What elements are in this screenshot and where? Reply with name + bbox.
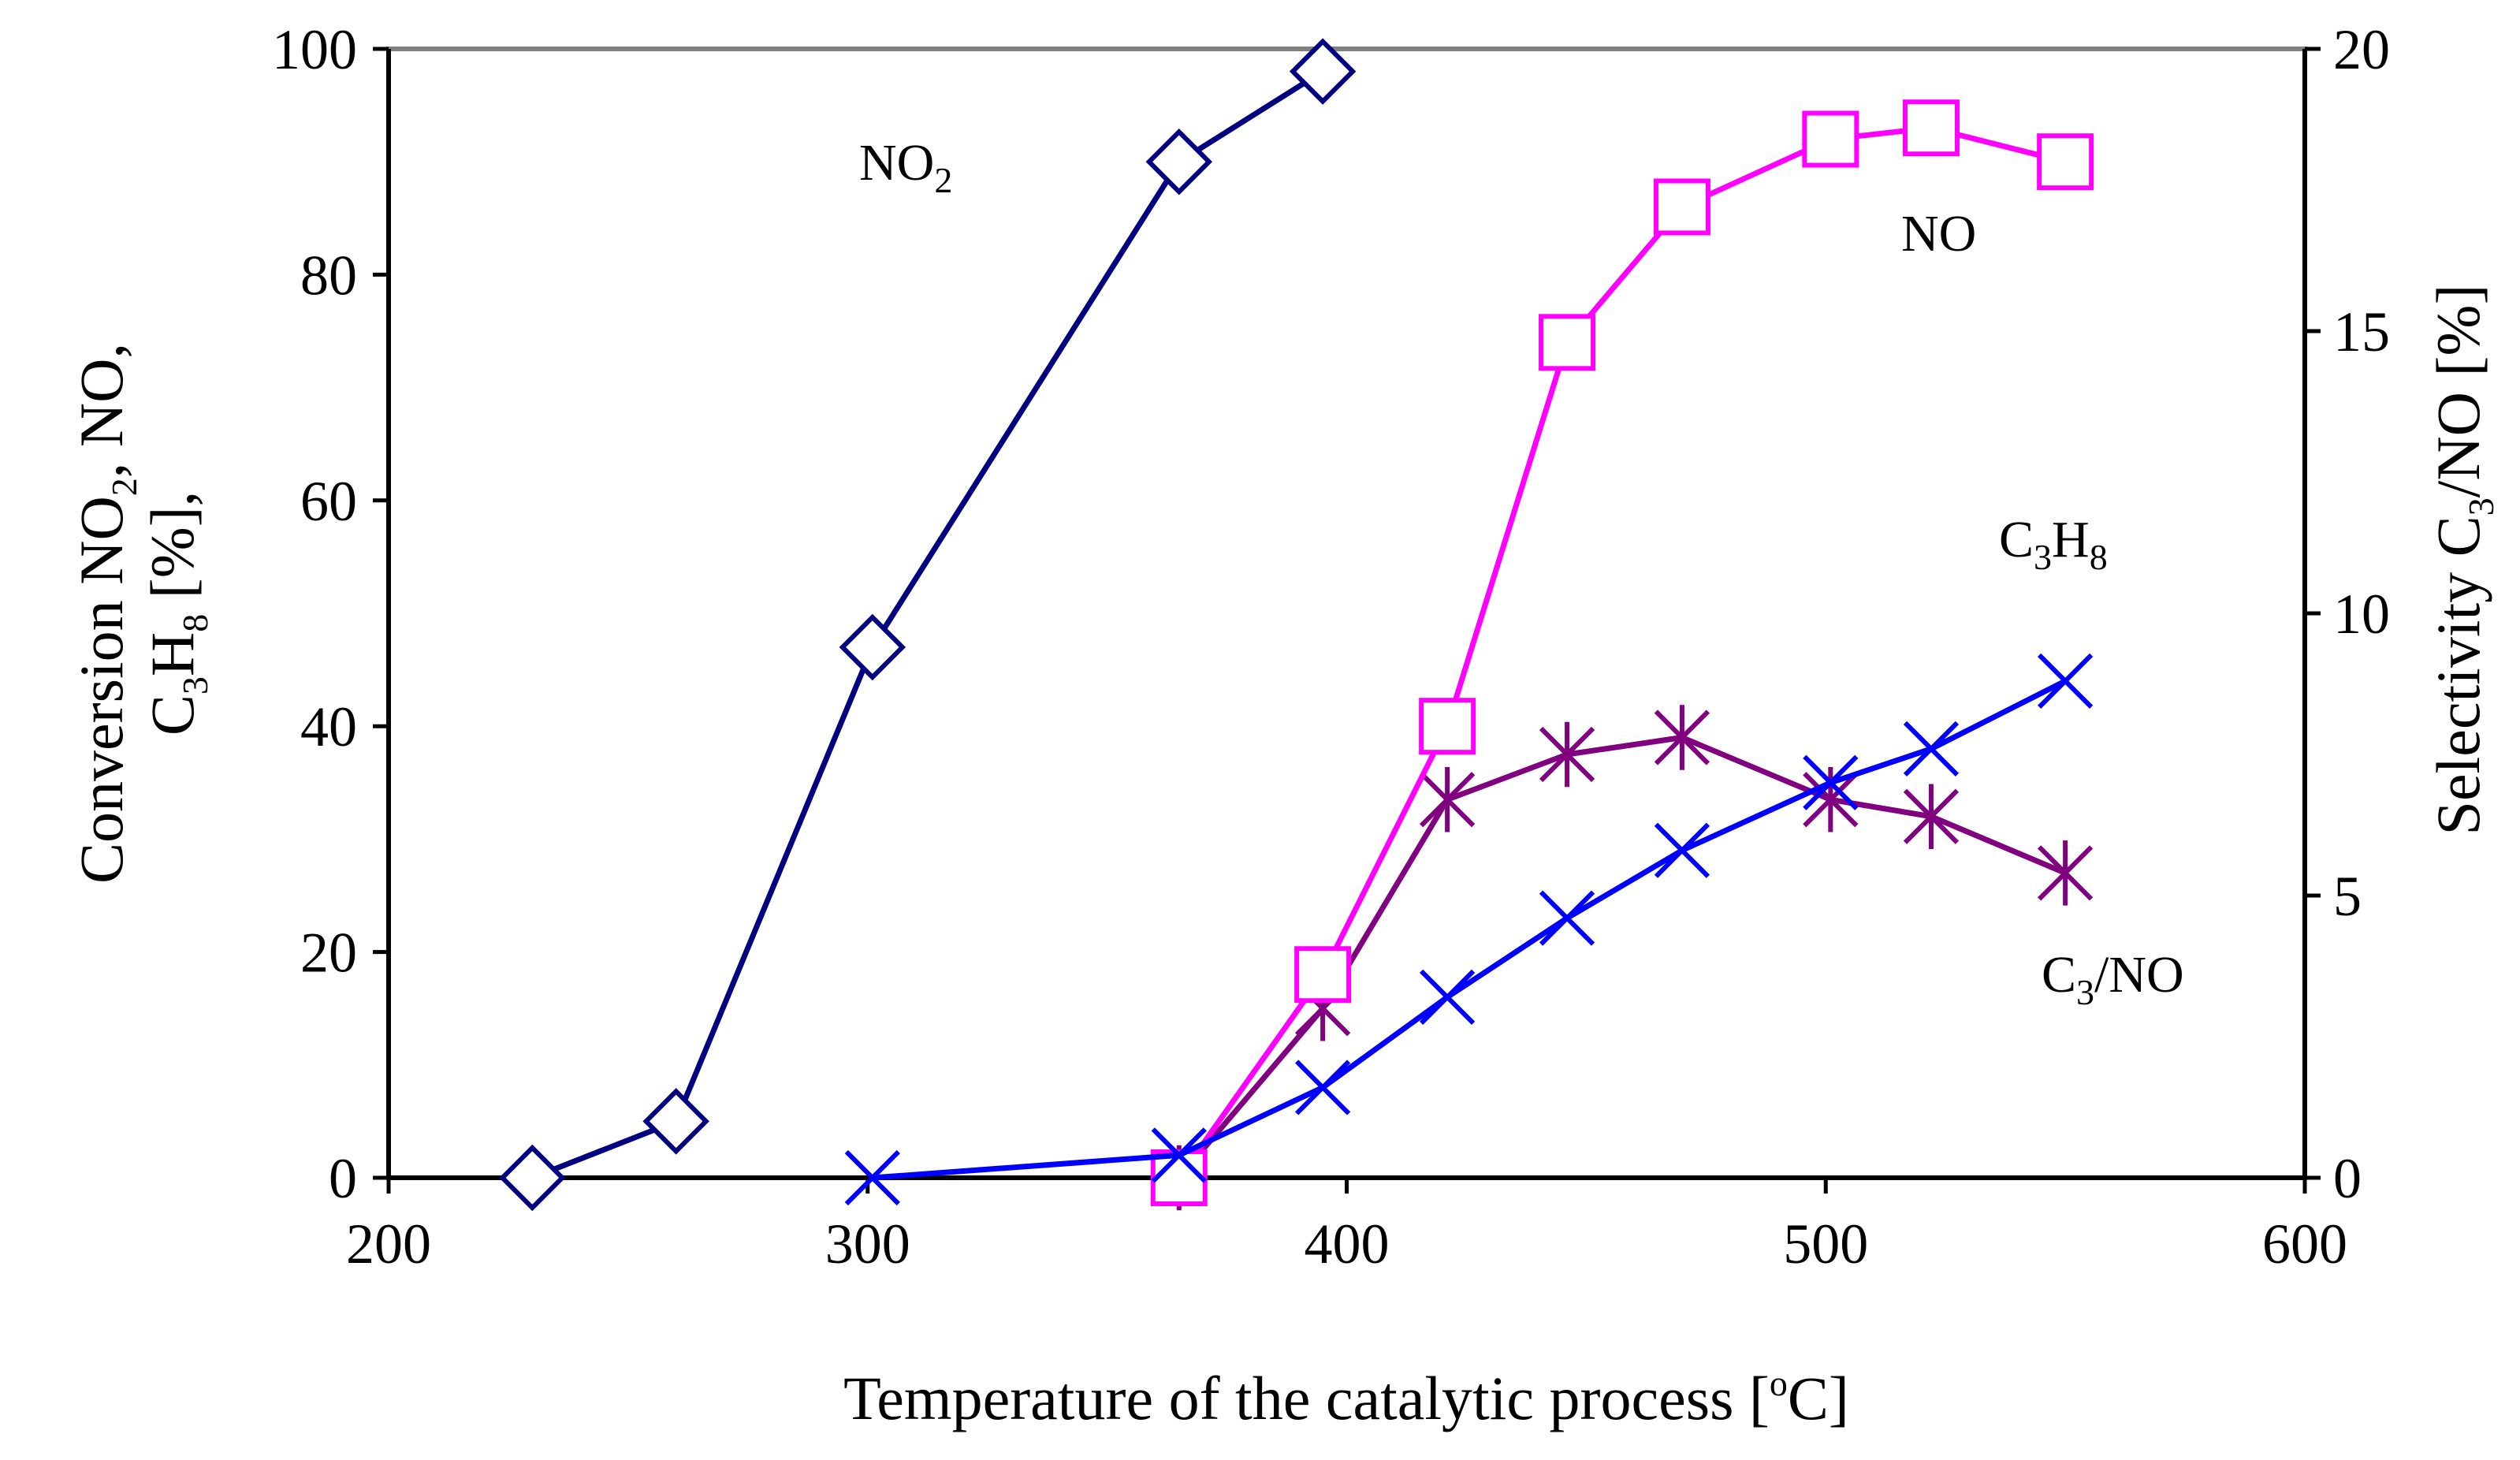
series-layer	[499, 38, 2094, 1212]
point-no-1	[1294, 946, 1352, 1004]
y-left-tick-label-0: 0	[329, 1147, 357, 1210]
point-c3h8-8	[2038, 653, 2094, 710]
point-c3h8-5	[1654, 822, 1710, 878]
y-right-tick-label-20: 20	[2333, 18, 2390, 81]
point-no2-4	[1289, 38, 1357, 105]
point-c3-no-2	[1420, 767, 1476, 832]
left-axis-title-line2: C3H8 [%],	[138, 491, 215, 736]
annotation-no2: NO2	[859, 134, 952, 200]
point-no2-0	[499, 1144, 566, 1212]
point-c3h8-3	[1420, 969, 1476, 1026]
point-no-2	[1419, 698, 1476, 755]
annotation-c3no: C3/NO	[2042, 946, 2184, 1012]
point-no2-1	[642, 1088, 709, 1155]
x-axis-title: Temperature of the catalytic process [oC…	[843, 1363, 1849, 1432]
series-c3-no	[1151, 705, 2094, 1211]
point-c3-no-5	[1803, 767, 1859, 832]
y-left-tick-label-20: 20	[300, 922, 357, 985]
point-c3h8-4	[1539, 890, 1595, 946]
svg-text:Selectivity C3/NO [%]: Selectivity C3/NO [%]	[2424, 285, 2501, 836]
point-no2-2	[839, 613, 906, 681]
series-line-no2	[531, 69, 1324, 1181]
x-tick-label-300: 300	[825, 1212, 910, 1276]
point-c3h8-0	[844, 1149, 900, 1206]
point-c3h8-2	[1294, 1060, 1351, 1115]
series-line-c3h8	[872, 678, 2067, 1181]
x-tick-label-200: 200	[346, 1212, 431, 1276]
point-c3-no-6	[1903, 784, 1960, 850]
annotation-no: NO	[1901, 205, 1976, 263]
x-tick-label-400: 400	[1305, 1212, 1390, 1276]
annotation-c3h8: C3H8	[1999, 511, 2108, 577]
y-right-tick-label-0: 0	[2333, 1147, 2362, 1210]
point-no-7	[2037, 133, 2094, 191]
series-c3h8	[844, 653, 2094, 1206]
y-left-tick-label-80: 80	[300, 244, 357, 307]
point-no-5	[1802, 110, 1859, 168]
point-c3h8-6	[1803, 754, 1859, 810]
plot-area	[386, 47, 2307, 1180]
right-axis-title: Selectivity C3/NO [%]	[2424, 285, 2501, 836]
y-right-tick-label-15: 15	[2333, 300, 2390, 363]
point-no-3	[1539, 314, 1596, 371]
point-no-4	[1653, 178, 1710, 236]
y-left-tick-label-60: 60	[300, 470, 357, 533]
left-axis-title: Conversion NO2, NO, C3H8 [%],	[67, 343, 215, 884]
series-no2	[499, 38, 1357, 1212]
y-right-tick-label-10: 10	[2333, 583, 2390, 646]
point-c3-no-4	[1654, 705, 1710, 770]
y-left-tick-label-40: 40	[300, 695, 357, 758]
series-no	[1150, 99, 2094, 1206]
x-tick-label-500: 500	[1783, 1212, 1868, 1276]
point-no-0	[1150, 1149, 1208, 1206]
point-no-6	[1902, 99, 1960, 157]
point-c3-no-7	[2038, 840, 2094, 906]
left-axis-title-line1: Conversion NO2, NO,	[67, 343, 144, 884]
y-left-tick-label-100: 100	[272, 18, 357, 81]
point-no2-3	[1145, 128, 1213, 196]
point-c3h8-1	[1151, 1127, 1207, 1183]
x-tick-label-600: 600	[2262, 1212, 2347, 1276]
y-right-tick-label-5: 5	[2333, 865, 2362, 928]
point-c3h8-7	[1903, 721, 1960, 777]
point-c3-no-3	[1539, 721, 1595, 788]
